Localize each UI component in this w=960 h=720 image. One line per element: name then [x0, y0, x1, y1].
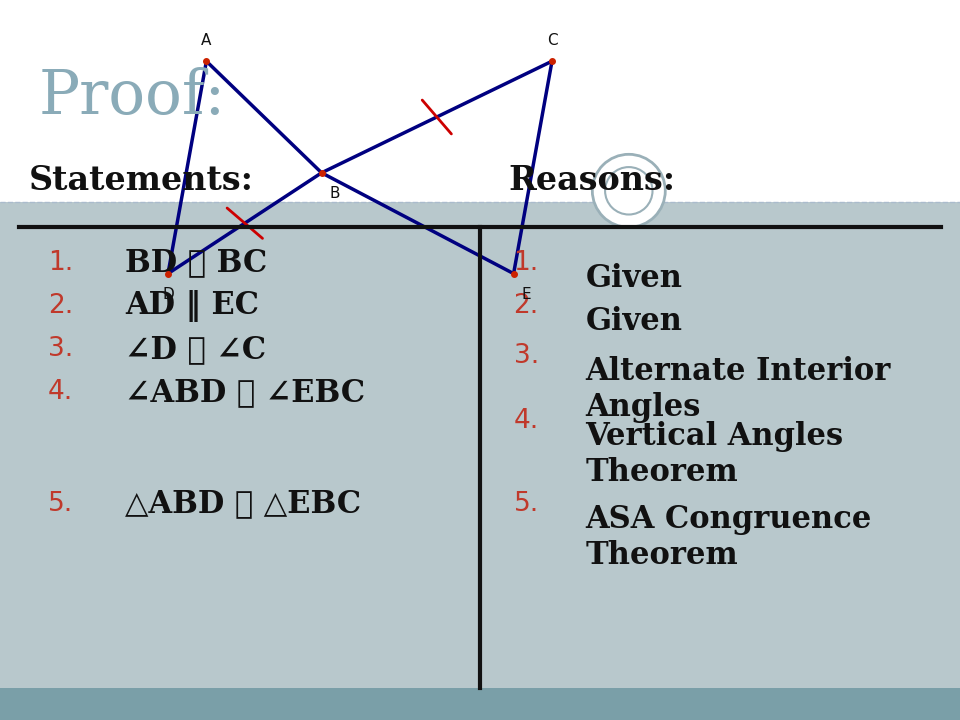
Text: Reasons:: Reasons: [509, 163, 676, 197]
Text: E: E [521, 287, 531, 302]
Text: C: C [546, 33, 558, 48]
Text: AD ‖ EC: AD ‖ EC [125, 290, 259, 322]
Text: 5.: 5. [48, 491, 73, 517]
Text: BD ≅ BC: BD ≅ BC [125, 247, 267, 279]
Text: D: D [162, 287, 174, 302]
Text: 2.: 2. [48, 293, 73, 319]
Text: ASA Congruence
Theorem: ASA Congruence Theorem [586, 504, 872, 571]
Text: Given: Given [586, 306, 683, 337]
Text: 1.: 1. [514, 250, 539, 276]
Bar [0, 688, 960, 720]
Bar [0, 202, 960, 688]
Text: 1.: 1. [48, 250, 73, 276]
Text: 4.: 4. [48, 379, 73, 405]
Text: A: A [202, 33, 211, 48]
Text: Statements:: Statements: [29, 163, 253, 197]
Text: Alternate Interior
Angles: Alternate Interior Angles [586, 356, 891, 423]
Ellipse shape [605, 167, 653, 215]
Text: ∠D ≅ ∠C: ∠D ≅ ∠C [125, 333, 266, 365]
Text: 4.: 4. [514, 408, 539, 434]
Text: B: B [329, 186, 340, 201]
Bar [0, 0, 960, 202]
Text: 5.: 5. [514, 491, 539, 517]
Text: Given: Given [586, 263, 683, 294]
Text: Proof:: Proof: [38, 67, 226, 127]
Text: Vertical Angles
Theorem: Vertical Angles Theorem [586, 421, 844, 488]
Ellipse shape [592, 154, 665, 228]
Text: △ABD ≅ △EBC: △ABD ≅ △EBC [125, 488, 361, 520]
Text: 3.: 3. [48, 336, 73, 362]
Text: 2.: 2. [514, 293, 539, 319]
Text: ∠ABD ≅ ∠EBC: ∠ABD ≅ ∠EBC [125, 377, 365, 408]
Text: 3.: 3. [514, 343, 539, 369]
